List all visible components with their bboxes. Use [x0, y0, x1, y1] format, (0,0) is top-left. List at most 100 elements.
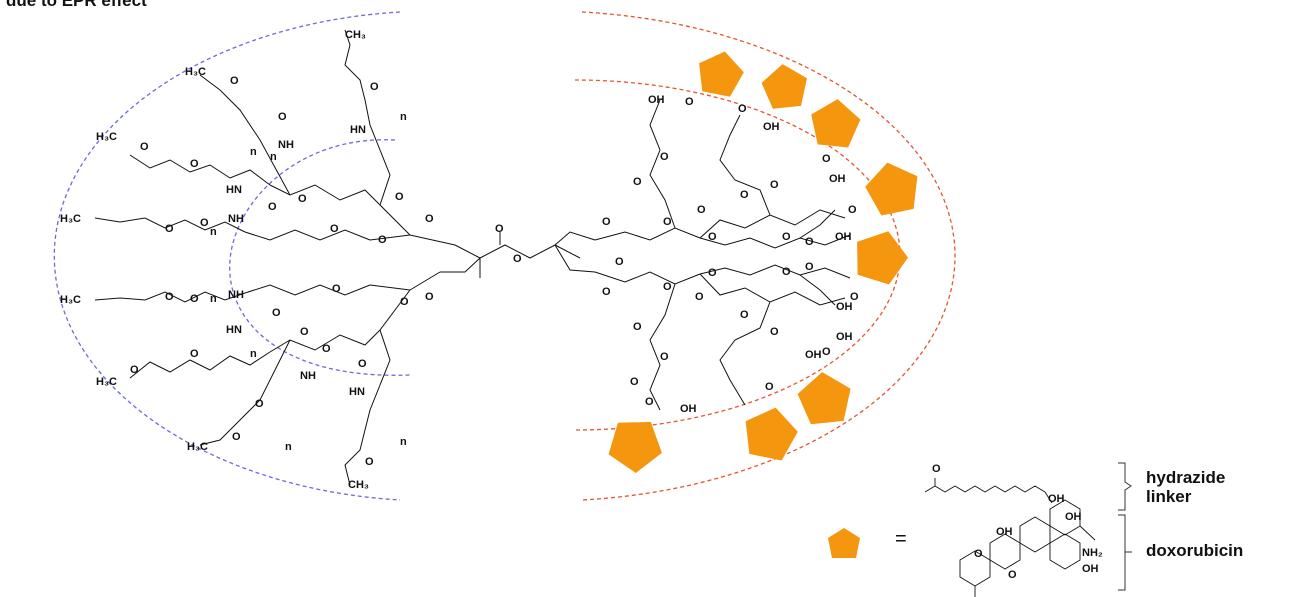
bond	[244, 229, 371, 241]
atom-label-oxygen: O	[300, 326, 309, 338]
bond	[369, 234, 411, 241]
atom-label-oxygen: O	[708, 267, 717, 279]
legend-brackets	[1118, 462, 1132, 591]
atom-label-oxygen: O	[738, 103, 747, 115]
bond-skeleton	[94, 29, 851, 486]
atom-label-oxygen: O	[602, 216, 611, 228]
bond	[409, 271, 441, 291]
atom-label-oxygen: O	[660, 351, 669, 363]
bond	[699, 209, 846, 239]
caption-epr: due to EPR effect	[6, 0, 147, 10]
atom-label-oxygen: O	[782, 231, 791, 243]
atom-label-oxygen: O	[230, 75, 239, 87]
atom-label-oxygen: O	[663, 216, 672, 228]
atom-label-oxygen: O	[425, 213, 434, 225]
atom-label-oxygen: O	[268, 201, 277, 213]
drug-pentagon	[811, 99, 861, 148]
atom-label-oxygen: O	[200, 217, 209, 229]
bond	[379, 289, 411, 331]
atom-label-oxygen: O	[332, 283, 341, 295]
atom-label-amide: NH	[228, 289, 244, 301]
bond	[699, 234, 851, 249]
atom-label-hydroxyl: OH	[763, 121, 780, 133]
bond	[364, 329, 391, 431]
atom-label-hydroxyl: OH	[680, 403, 697, 415]
atom-label-oxygen: O	[740, 189, 749, 201]
repeat-n: n	[210, 226, 217, 238]
atom-label-oxygen: O	[822, 346, 831, 358]
atom-label-oxygen: O	[165, 223, 174, 235]
atom-label-oxygen: O	[645, 396, 654, 408]
bond	[269, 329, 381, 353]
peg-inner-shell	[229, 139, 411, 376]
legend-structures	[924, 478, 1096, 597]
bond	[719, 114, 771, 216]
atom-label-oxygen: O	[633, 321, 642, 333]
atom-label-oxygen: O	[1008, 569, 1017, 581]
atom-label-amide_rev: HN	[349, 386, 365, 398]
atom-label-oxygen: O	[495, 223, 504, 235]
atom-label-oxygen: O	[298, 193, 307, 205]
atom-label-methyl_left: H₃C	[187, 441, 208, 453]
atom-label-hydroxyl: OH	[836, 331, 853, 343]
bond	[554, 231, 596, 246]
atom-label-oxygen: O	[130, 364, 139, 376]
atom-label-oxygen: O	[330, 223, 339, 235]
atom-label-oxygen: O	[695, 291, 704, 303]
bond	[94, 217, 246, 233]
atom-label-oxygen: O	[278, 111, 287, 123]
atom-label-oxygen: O	[822, 153, 831, 165]
atom-label-oxygen: O	[685, 96, 694, 108]
atom-label-oxygen: O	[370, 81, 379, 93]
atom-label-oxygen: O	[805, 261, 814, 273]
repeat-n: n	[250, 146, 257, 158]
bond	[649, 283, 676, 411]
atom-label-oxygen: O	[850, 291, 859, 303]
repeat-n: n	[270, 151, 277, 163]
atom-label-hydroxyl: OH	[648, 94, 665, 106]
repeat-n: n	[400, 436, 407, 448]
atom-label-amide_rev: HN	[350, 124, 366, 136]
drug-pentagons	[608, 51, 918, 473]
atom-label-oxygen: O	[740, 309, 749, 321]
bond	[649, 99, 676, 229]
bond	[554, 244, 596, 273]
atom-label-oxygen: O	[770, 179, 779, 191]
atom-label-oxygen: O	[513, 253, 522, 265]
atom-label-hydroxyl: OH	[1082, 563, 1099, 575]
atom-label-oxygen: O	[395, 191, 404, 203]
bond	[269, 184, 381, 206]
atom-label-amide_rev: HN	[226, 324, 242, 336]
atom-label-methyl: CH₃	[348, 479, 369, 491]
atom-label-hydroxyl: OH	[1065, 511, 1082, 523]
bond	[344, 29, 366, 101]
atom-label-hydroxyl: OH	[836, 301, 853, 313]
bond	[369, 284, 411, 291]
atom-labels: OOH₃CCH₃H₃CH₃CH₃CH₃CH₃CCH₃NHHNHNNHNHHNNH…	[60, 29, 1103, 581]
drug-pentagon	[761, 64, 807, 109]
bond	[409, 234, 456, 246]
atom-label-oxygen: O	[272, 307, 281, 319]
atom-label-oxygen: O	[805, 236, 814, 248]
atom-label-oxygen: O	[765, 381, 774, 393]
bond	[199, 339, 291, 446]
bond	[594, 271, 701, 285]
drug-pentagon	[865, 162, 918, 216]
peg-outer-shell	[53, 11, 401, 501]
repeat-n: n	[210, 293, 217, 305]
bond	[594, 227, 701, 241]
atom-label-oxygen: O	[378, 234, 387, 246]
bond	[379, 204, 411, 236]
bond	[364, 99, 391, 206]
atom-label-oxygen: O	[932, 463, 941, 475]
atom-label-oxygen: O	[400, 296, 409, 308]
atom-label-oxygen: O	[660, 151, 669, 163]
bond	[129, 154, 271, 186]
atom-label-methyl_left: H₃C	[60, 294, 81, 306]
atom-label-oxygen: O	[255, 398, 264, 410]
bond	[699, 264, 851, 279]
atom-label-oxygen: O	[848, 204, 857, 216]
bond	[94, 291, 246, 303]
